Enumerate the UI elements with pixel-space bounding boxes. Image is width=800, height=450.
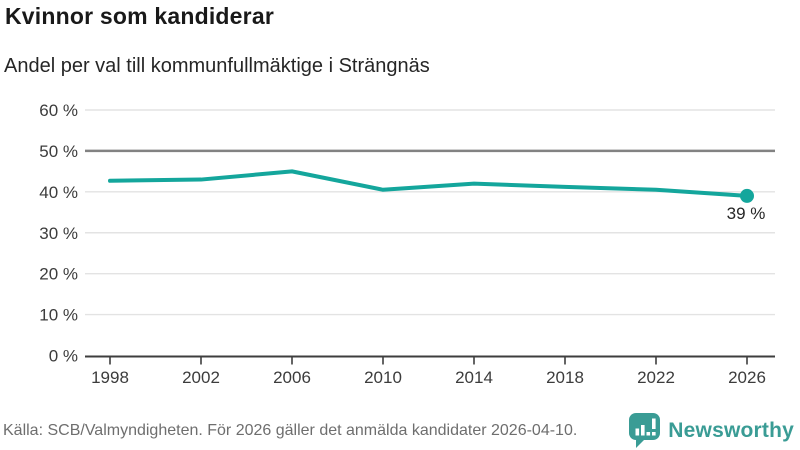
x-tick-label: 2014: [455, 368, 493, 387]
x-tick-label: 2002: [182, 368, 220, 387]
x-tick-label: 2022: [637, 368, 675, 387]
page-title: Kvinnor som kandiderar: [5, 3, 274, 29]
y-tick-label: 0 %: [49, 347, 78, 366]
y-tick-label: 30 %: [39, 224, 78, 243]
x-tick-label: 2006: [273, 368, 311, 387]
newsworthy-logo-icon: [629, 413, 661, 448]
footer: Källa: SCB/Valmyndigheten. För 2026 gäll…: [0, 411, 800, 450]
x-tick-label: 2018: [546, 368, 584, 387]
exclamation-glyph: [652, 418, 656, 429]
x-tick-label: 1998: [91, 368, 129, 387]
y-tick-label: 50 %: [39, 142, 78, 161]
line-chart: 0 % 10 % 20 % 30 % 40 % 50 % 60 % 1998 2002 2006 2…: [39, 101, 775, 387]
newsworthy-logo: Newsworthy: [628, 412, 800, 449]
chart-subtitle: Andel per val till kommunfullmäktige i S…: [4, 55, 430, 77]
x-tick-label: 2026: [728, 368, 766, 387]
end-point-marker: [740, 188, 754, 203]
y-tick-label: 60 %: [39, 101, 78, 120]
x-tick-label: 2010: [364, 368, 402, 387]
y-tick-label: 40 %: [39, 183, 78, 202]
brand-name: Newsworthy: [668, 418, 794, 442]
data-line: [108, 169, 749, 198]
y-tick-label: 10 %: [39, 306, 78, 325]
y-tick-label: 20 %: [39, 265, 78, 284]
end-point-label: 39 %: [727, 204, 766, 223]
bar-glyph: [635, 428, 640, 436]
source-note: Källa: SCB/Valmyndigheten. För 2026 gäll…: [3, 421, 578, 439]
